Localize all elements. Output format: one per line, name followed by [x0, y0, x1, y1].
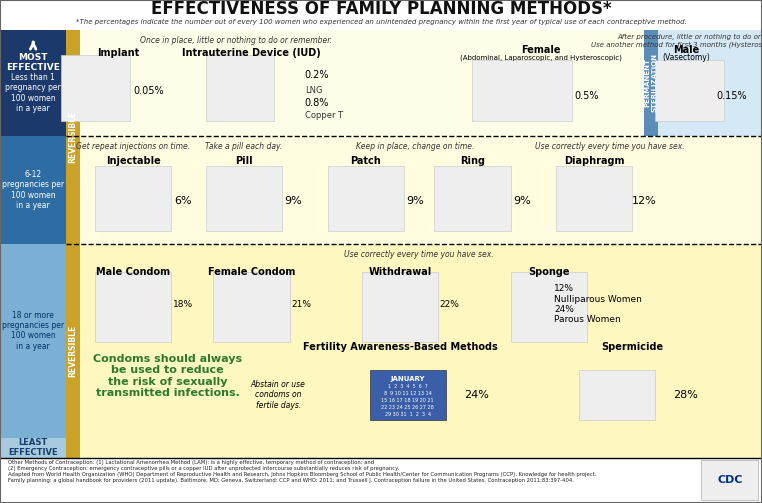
Text: Intrauterine Device (IUD): Intrauterine Device (IUD)	[182, 48, 321, 58]
Bar	[434, 166, 511, 231]
Text: LEAST
EFFECTIVE: LEAST EFFECTIVE	[8, 438, 58, 457]
Text: 18 or more
pregnancies per
100 women
in a year: 18 or more pregnancies per 100 women in …	[2, 311, 64, 351]
Bar	[80, 30, 644, 136]
Bar	[511, 272, 587, 342]
Text: EFFECTIVENESS OF FAMILY PLANNING METHODS*: EFFECTIVENESS OF FAMILY PLANNING METHODS…	[151, 0, 611, 18]
Text: 0.5%: 0.5%	[575, 91, 599, 101]
Text: 22 23 24 25 26 27 28: 22 23 24 25 26 27 28	[381, 405, 434, 410]
Text: Male: Male	[673, 45, 699, 55]
Text: 0.8%: 0.8%	[305, 98, 329, 108]
Text: After procedure, little or nothing to do or remember.: After procedure, little or nothing to do…	[618, 34, 762, 40]
Text: Take a pill each day.: Take a pill each day.	[205, 142, 283, 151]
Text: Female Condom: Female Condom	[208, 267, 295, 277]
Text: 6-12
pregnancies per
100 women
in a year: 6-12 pregnancies per 100 women in a year	[2, 170, 64, 210]
Text: 1  2  3  4  5  6  7: 1 2 3 4 5 6 7	[388, 384, 427, 389]
Text: 9%: 9%	[406, 196, 424, 206]
Text: 12%: 12%	[632, 196, 656, 206]
Text: Male Condom: Male Condom	[96, 267, 171, 277]
Text: 18%: 18%	[173, 300, 193, 309]
Bar	[80, 244, 762, 458]
Bar	[658, 30, 762, 136]
Text: Get repeat injections on time.: Get repeat injections on time.	[76, 142, 190, 151]
Text: (Vasectomy): (Vasectomy)	[662, 53, 709, 62]
Text: Less than 1
pregnancy per
100 women
in a year: Less than 1 pregnancy per 100 women in a…	[5, 73, 61, 113]
Text: Keep in place, change on time.: Keep in place, change on time.	[356, 142, 475, 151]
Text: Sponge: Sponge	[528, 267, 569, 277]
Text: MOST
EFFECTIVE: MOST EFFECTIVE	[6, 53, 60, 72]
Text: Condoms should always
be used to reduce
the risk of sexually
transmitted infecti: Condoms should always be used to reduce …	[93, 354, 242, 398]
Bar	[655, 60, 724, 121]
Bar	[0, 30, 66, 136]
Text: Withdrawal: Withdrawal	[368, 267, 432, 277]
Text: LNG: LNG	[305, 86, 322, 95]
Text: Once in place, little or nothing to do or remember.: Once in place, little or nothing to do o…	[140, 36, 332, 45]
Text: Patch: Patch	[351, 156, 381, 166]
Text: 12%
Nulliparous Women
24%
Parous Women: 12% Nulliparous Women 24% Parous Women	[554, 284, 642, 324]
Text: PERMANENT
STERILIZATION: PERMANENT STERILIZATION	[644, 53, 658, 113]
Text: Ring: Ring	[460, 156, 485, 166]
Bar	[206, 55, 274, 121]
Text: 24%: 24%	[464, 390, 488, 400]
Text: Spermicide: Spermicide	[601, 342, 664, 352]
Text: REVERSIBLE: REVERSIBLE	[69, 325, 78, 377]
Text: (Abdominal, Laparoscopic, and Hysteroscopic): (Abdominal, Laparoscopic, and Hysterosco…	[460, 54, 622, 61]
Bar	[66, 30, 80, 244]
Bar	[206, 166, 282, 231]
Bar	[579, 370, 655, 420]
Text: 8  9 10 11 12 13 14: 8 9 10 11 12 13 14	[384, 391, 431, 396]
Text: 15 16 17 18 19 20 21: 15 16 17 18 19 20 21	[381, 398, 434, 403]
Text: Diaphragm: Diaphragm	[564, 156, 625, 166]
Bar	[213, 272, 290, 342]
Bar	[0, 244, 66, 438]
Bar	[0, 458, 762, 503]
Text: 21%: 21%	[291, 300, 311, 309]
Bar	[362, 272, 438, 342]
Bar	[95, 166, 171, 231]
Text: Use another method for first 3 months (Hysteroscopic, Vasectomy).: Use another method for first 3 months (H…	[591, 41, 762, 48]
Text: Implant: Implant	[97, 48, 139, 58]
Text: Fertility Awareness-Based Methods: Fertility Awareness-Based Methods	[303, 342, 498, 352]
Bar	[80, 136, 762, 244]
Bar	[644, 30, 658, 136]
Text: 0.05%: 0.05%	[133, 86, 164, 96]
Bar	[0, 136, 66, 244]
Text: 9%: 9%	[513, 196, 531, 206]
Text: 9%: 9%	[284, 196, 303, 206]
Bar	[701, 460, 758, 500]
Bar	[0, 438, 66, 458]
Text: 0.2%: 0.2%	[305, 70, 329, 80]
Text: CDC: CDC	[717, 475, 743, 485]
Text: REVERSIBLE: REVERSIBLE	[69, 111, 78, 163]
Bar	[0, 0, 762, 30]
Bar	[95, 272, 171, 342]
Bar	[66, 244, 80, 458]
Text: 28%: 28%	[674, 390, 698, 400]
Text: Copper T: Copper T	[305, 111, 343, 120]
Text: Pill: Pill	[235, 156, 253, 166]
Text: 6%: 6%	[174, 196, 192, 206]
Text: 0.15%: 0.15%	[716, 91, 747, 101]
Bar	[472, 60, 572, 121]
Bar	[0, 438, 66, 458]
Bar	[61, 55, 130, 121]
Text: Use correctly every time you have sex.: Use correctly every time you have sex.	[344, 250, 494, 259]
Text: Injectable: Injectable	[106, 156, 161, 166]
Text: JANUARY: JANUARY	[390, 376, 425, 382]
Text: 22%: 22%	[440, 300, 459, 309]
Text: Female: Female	[521, 45, 561, 55]
Bar	[556, 166, 632, 231]
Text: Abstain or use
condoms on
fertile days.: Abstain or use condoms on fertile days.	[251, 380, 306, 410]
Text: Use correctly every time you have sex.: Use correctly every time you have sex.	[535, 142, 684, 151]
Text: 29 30 31  1  2  3  4: 29 30 31 1 2 3 4	[385, 412, 431, 417]
Bar	[328, 166, 404, 231]
Text: Other Methods of Contraception: (1) Lactational Amenorrhea Method (LAM): is a hi: Other Methods of Contraception: (1) Lact…	[8, 460, 596, 483]
Bar	[0, 30, 66, 136]
Text: *The percentages indicate the number out of every 100 women who experienced an u: *The percentages indicate the number out…	[75, 19, 687, 25]
Bar	[370, 370, 446, 420]
